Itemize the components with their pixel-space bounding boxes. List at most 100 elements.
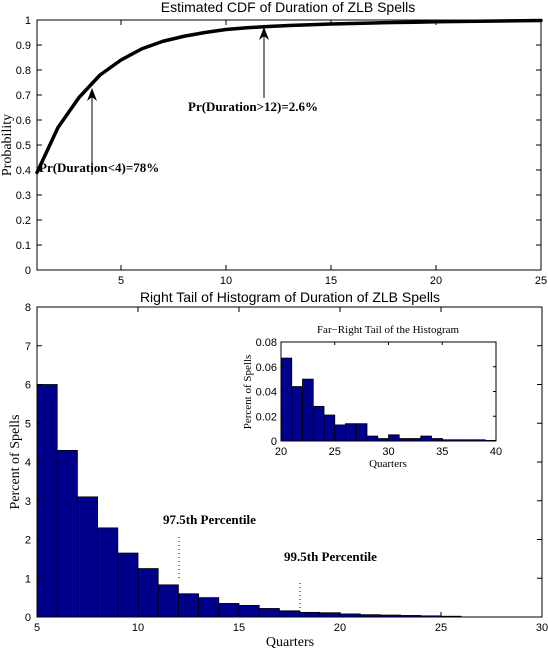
inset-xtick-label: 40 <box>490 446 502 458</box>
inset-bar <box>474 439 486 442</box>
histogram-ylabel: Percent of Spells <box>8 415 23 510</box>
histogram-bar <box>339 613 361 618</box>
inset-ytick-label: 0.02 <box>256 411 277 423</box>
inset-bar <box>377 438 389 442</box>
cdf-annotations: Pr(Duration<4)=78% Pr(Duration>12)=2.6% <box>39 27 318 175</box>
inset-bar <box>345 423 357 442</box>
percentile-995-label: 99.5th Percentile <box>284 549 377 564</box>
inset-xtick-label: 35 <box>436 446 448 458</box>
histogram-bar <box>258 608 280 618</box>
histogram-ytick-label: 6 <box>25 380 31 392</box>
histogram-bar <box>440 615 462 618</box>
histogram-bar <box>359 614 381 618</box>
histogram-ytick-label: 3 <box>25 496 31 508</box>
inset-bar <box>431 438 443 442</box>
cdf-xtick-label: 10 <box>220 275 232 287</box>
cdf-ytick-label: 0.1 <box>16 240 31 252</box>
inset-ytick-label: 0.08 <box>256 337 277 349</box>
inset-bars <box>280 357 497 442</box>
cdf-ytick-label: 0.4 <box>16 165 31 177</box>
histogram-bar <box>420 615 442 618</box>
histogram-xtick-label: 15 <box>233 622 245 634</box>
histogram-xlabel: Quarters <box>266 635 314 649</box>
cdf-ytick-label: 0 <box>25 265 31 277</box>
cdf-line-layer <box>35 18 543 175</box>
histogram-bars <box>36 384 462 618</box>
histogram-bar <box>198 597 220 618</box>
annotation-pr-duration-lt-4: Pr(Duration<4)=78% <box>39 160 159 175</box>
cdf-plot-frame <box>36 19 542 271</box>
cdf-ticks: 5 10 15 20 25 0 0.1 0.2 0.3 0.4 0.5 0.6 0.7 0.8 0.9 1 <box>16 15 547 287</box>
inset-xtick-label: 20 <box>275 446 287 458</box>
cdf-xtick-label: 25 <box>535 275 547 287</box>
histogram-bar <box>238 604 260 618</box>
cdf-ytick-label: 0.6 <box>16 115 31 127</box>
inset-bar <box>302 378 314 442</box>
histogram-xtick-label: 20 <box>334 622 346 634</box>
histogram-ytick-label: 2 <box>25 535 31 547</box>
cdf-xtick-label: 5 <box>118 275 124 287</box>
histogram-bar <box>137 568 159 618</box>
inset-ytick-label: 0 <box>271 436 277 448</box>
percentile-975-label: 97.5th Percentile <box>163 512 256 527</box>
inset-ticks: 20 25 30 35 40 0 0.02 0.04 0.06 0.08 <box>256 337 503 458</box>
histogram-ytick-label: 1 <box>25 573 31 585</box>
inset-bar <box>280 357 293 442</box>
histogram-bar <box>299 611 321 618</box>
cdf-ytick-label: 0.9 <box>16 40 31 52</box>
cdf-ytick-label: 0.7 <box>16 90 31 102</box>
inset-bar <box>355 423 368 442</box>
histogram-ytick-label: 7 <box>25 341 31 353</box>
cdf-ytick-label: 0.5 <box>16 140 31 152</box>
inset-bar <box>398 438 411 442</box>
inset-xtick-label: 30 <box>382 446 394 458</box>
cdf-line <box>35 18 543 175</box>
histogram-ytick-label: 4 <box>25 457 31 469</box>
inset-ylabel: Percent of Spells <box>242 355 254 430</box>
cdf-ytick-label: 1 <box>25 15 31 27</box>
inset-ytick-label: 0.04 <box>256 387 277 399</box>
histogram-bar <box>97 527 119 618</box>
inset-bar <box>409 438 422 442</box>
histogram-xtick-label: 30 <box>536 622 548 634</box>
inset-bar <box>388 434 400 442</box>
inset-bar <box>323 414 336 442</box>
inset-bar <box>291 386 303 442</box>
inset-xtick-label: 25 <box>329 446 341 458</box>
inset-title: Far−Right Tail of the Histogram <box>317 324 460 336</box>
histogram-bar <box>157 584 179 618</box>
inset-bar <box>366 435 379 442</box>
histogram-ticks: 5 10 15 20 25 30 0 1 2 3 4 5 6 7 8 <box>25 302 548 634</box>
histogram-bar <box>400 615 422 618</box>
annotation-arrowhead-1 <box>87 88 97 101</box>
histogram-bar <box>77 496 99 618</box>
inset-bar <box>463 439 475 442</box>
inset-bar <box>452 439 465 442</box>
cdf-ytick-label: 0.2 <box>16 215 31 227</box>
cdf-chart: Estimated CDF of Duration of ZLB Spells … <box>0 0 547 287</box>
histogram-bar <box>218 603 240 618</box>
annotation-arrowhead-2 <box>259 27 269 40</box>
annotation-pr-duration-gt-12: Pr(Duration>12)=2.6% <box>188 99 318 114</box>
histogram-bar <box>177 593 199 618</box>
histogram-xtick-label: 5 <box>34 622 40 634</box>
histogram-bar <box>56 449 78 618</box>
histogram-title: Right Tail of Histogram of Duration of Z… <box>140 289 440 305</box>
inset-bar <box>441 439 454 442</box>
histogram-annotations: 97.5th Percentile 99.5th Percentile <box>163 512 377 613</box>
histogram-xtick-label: 25 <box>435 622 447 634</box>
cdf-xtick-label: 20 <box>430 275 442 287</box>
cdf-title: Estimated CDF of Duration of ZLB Spells <box>161 0 415 15</box>
inset-bar <box>420 435 432 442</box>
histogram-bar <box>319 612 341 618</box>
histogram-bar <box>278 610 300 618</box>
inset-ytick-label: 0.06 <box>256 362 277 374</box>
cdf-ytick-label: 0.8 <box>16 65 31 77</box>
histogram-ytick-label: 5 <box>25 418 31 430</box>
histogram-ytick-label: 0 <box>25 612 31 624</box>
inset-xlabel: Quarters <box>369 458 407 470</box>
histogram-bar <box>379 614 401 618</box>
inset-chart: Far−Right Tail of the Histogram 20 25 30 35… <box>242 324 502 470</box>
histogram-bar <box>117 552 139 618</box>
